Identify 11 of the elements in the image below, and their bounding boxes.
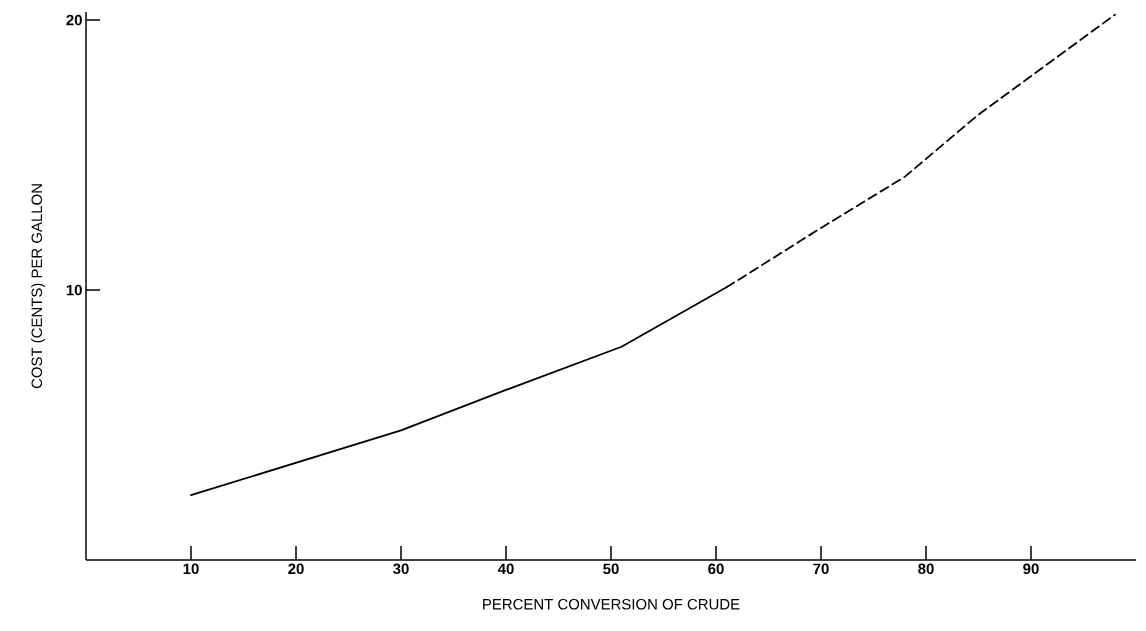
x-tick-label: 70 (813, 563, 829, 575)
x-tick-label: 20 (288, 563, 304, 575)
x-tick-label: 30 (393, 563, 409, 575)
x-tick-label: 50 (603, 563, 619, 575)
x-tick-label: 80 (918, 563, 934, 575)
x-tick-label: 40 (497, 563, 514, 575)
x-tick-label: 60 (708, 563, 724, 575)
x-tick-label: 10 (183, 563, 199, 575)
x-tick-label: 90 (1023, 563, 1039, 575)
x-axis-title: PERCENT CONVERSION OF CRUDE (483, 598, 740, 610)
y-axis-title: COST (CENTS) PER GALLON (31, 184, 46, 389)
